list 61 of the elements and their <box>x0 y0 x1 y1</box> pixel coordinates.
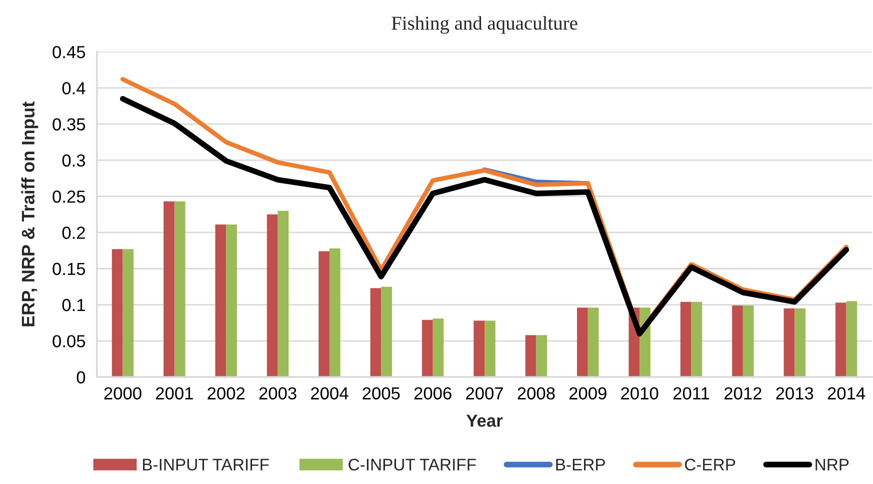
y-tick-label: 0.3 <box>62 154 86 167</box>
y-tick-label: 0.25 <box>52 190 86 203</box>
bar <box>525 335 536 378</box>
bar <box>112 249 123 378</box>
bar <box>794 308 806 378</box>
bar <box>318 251 330 378</box>
x-tick-label: 2008 <box>518 387 555 400</box>
bar <box>732 305 743 378</box>
y-tick-label: 0.1 <box>62 298 85 312</box>
bar <box>432 318 444 378</box>
bar <box>784 308 795 378</box>
x-tick-label: 2011 <box>673 387 710 400</box>
bar <box>381 286 392 378</box>
bar <box>329 248 340 378</box>
legend-label: B-ERP <box>556 458 605 470</box>
legend-label: C-ERP <box>684 458 736 471</box>
x-tick-label: 2000 <box>104 387 142 400</box>
y-tick-label: 0.35 <box>52 118 86 131</box>
y-tick-label: 0.2 <box>62 226 85 239</box>
x-tick-label: 2010 <box>621 387 658 400</box>
x-tick-label: 2014 <box>828 387 866 400</box>
y-tick-label: 0.45 <box>52 46 86 58</box>
x-tick-label: 2006 <box>414 387 452 400</box>
y-tick-label: 0.15 <box>52 262 86 276</box>
bar <box>846 301 858 378</box>
x-tick-label: 2005 <box>362 387 400 400</box>
x-tick-label: 2009 <box>569 387 606 400</box>
bar <box>164 201 174 378</box>
x-tick-label: 2001 <box>156 387 193 400</box>
chart-title: Fishing and aquaculture <box>392 16 578 34</box>
legend-label: NRP <box>816 458 849 470</box>
bar <box>226 224 237 378</box>
legend-label: B-INPUT TARIFF <box>143 458 269 471</box>
y-tick-label: 0 <box>76 371 86 384</box>
x-tick-label: 2012 <box>724 387 762 400</box>
bar <box>174 201 186 378</box>
x-axis-title: Year <box>466 414 503 427</box>
y-tick-label: 0.4 <box>62 82 86 94</box>
bar <box>422 320 433 378</box>
bar <box>278 210 289 378</box>
bar <box>691 302 702 378</box>
bar <box>122 249 134 378</box>
bar <box>577 308 588 378</box>
bar <box>215 224 226 378</box>
bar <box>474 320 485 378</box>
x-tick-label: 2013 <box>776 387 814 400</box>
bar <box>536 335 548 378</box>
bar <box>742 305 754 378</box>
bar <box>370 288 382 378</box>
y-axis-title: ERP, NRP & Traiff on Input <box>21 102 38 326</box>
bar <box>588 308 599 378</box>
legend-label: C-INPUT TARIFF <box>348 458 476 471</box>
bar <box>484 320 496 378</box>
bar <box>266 214 278 378</box>
x-tick-label: 2003 <box>259 387 296 400</box>
x-tick-label: 2002 <box>208 387 245 400</box>
bar <box>680 302 692 378</box>
y-tick-label: 0.05 <box>52 335 86 348</box>
bar <box>835 302 846 378</box>
x-tick-label: 2007 <box>466 387 503 400</box>
x-tick-label: 2004 <box>311 387 348 400</box>
